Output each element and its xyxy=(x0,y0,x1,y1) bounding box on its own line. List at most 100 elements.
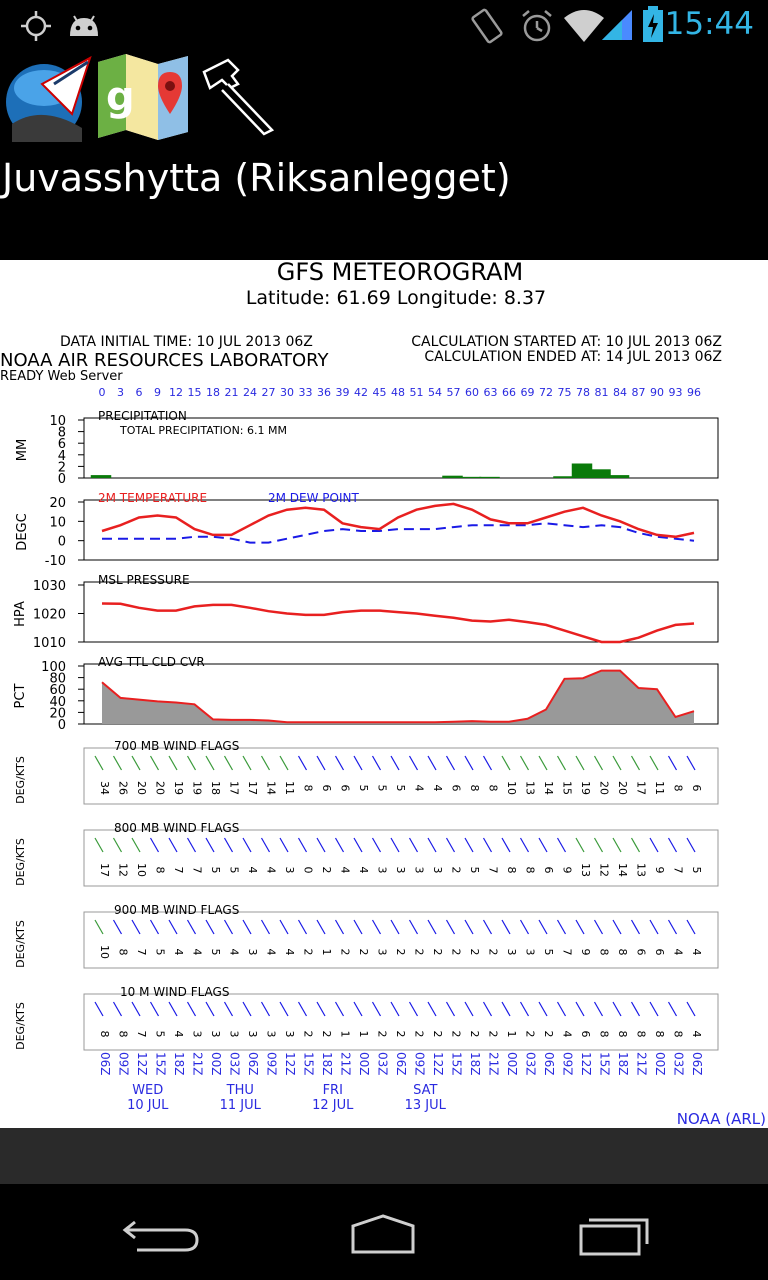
wind-panel-label: 800 MB WIND FLAGS xyxy=(114,821,239,835)
wind-barb xyxy=(612,837,622,853)
wind-speed-label: 6 xyxy=(542,867,555,874)
page-title: Juvasshytta (Riksanlegget) xyxy=(2,156,511,200)
wind-barb xyxy=(334,919,345,935)
time-tick-label: 06Z xyxy=(690,1052,704,1076)
wind-barb xyxy=(353,919,363,935)
precip-bar xyxy=(608,475,630,478)
wind-barb xyxy=(593,837,604,853)
wind-barb xyxy=(445,755,456,771)
time-tick-label: 06Z xyxy=(542,1052,556,1076)
wind-speed-label: 7 xyxy=(191,867,204,874)
paraglider-icon[interactable] xyxy=(2,54,92,146)
wind-barb xyxy=(149,837,160,853)
wind-speed-label: 5 xyxy=(468,867,481,874)
app-header: g Juvasshytta (Riksanlegget) xyxy=(0,50,768,260)
home-button[interactable] xyxy=(338,1204,428,1264)
lab-name: NOAA AIR RESOURCES LABORATORY xyxy=(0,350,330,371)
wind-barb xyxy=(593,755,604,771)
wind-panel-frame xyxy=(83,829,719,887)
wind-speed-label: 34 xyxy=(98,781,111,795)
wind-speed-label: 7 xyxy=(172,867,185,874)
time-tick-label: 12Z xyxy=(283,1052,297,1076)
hour-tick-label: 30 xyxy=(280,386,294,399)
time-tick-label: 15Z xyxy=(154,1052,168,1076)
day-date-label: 10 JUL xyxy=(127,1098,169,1113)
wind-speed-label: 8 xyxy=(505,867,518,874)
wind-barb xyxy=(667,837,678,853)
server-name: READY Web Server xyxy=(0,369,123,384)
calc-ended: CALCULATION ENDED AT: 14 JUL 2013 06Z xyxy=(424,349,722,365)
wind-speed-label: 5 xyxy=(357,785,370,792)
wind-speed-label: 20 xyxy=(135,781,148,795)
time-tick-label: 06Z xyxy=(98,1052,112,1076)
pressure-y-tick-label: 1020 xyxy=(33,608,66,623)
wind-speed-label: 8 xyxy=(616,1031,629,1038)
wind-barb xyxy=(371,919,382,935)
wind-barb xyxy=(538,919,548,935)
wind-speed-label: 5 xyxy=(394,785,407,792)
wind-barb xyxy=(593,919,604,935)
recent-apps-icon xyxy=(579,1218,649,1256)
wind-speed-label: 8 xyxy=(598,949,611,956)
wind-speed-label: 6 xyxy=(579,1031,592,1038)
hour-tick-label: 96 xyxy=(687,386,701,399)
recent-apps-button[interactable] xyxy=(566,1204,656,1264)
wind-barb xyxy=(427,755,437,771)
time-tick-label: 21Z xyxy=(487,1052,501,1076)
android-icon xyxy=(66,12,102,44)
wind-speed-label: 8 xyxy=(117,1031,130,1038)
wind-barb xyxy=(94,919,104,935)
day-name-label: SAT xyxy=(413,1083,437,1098)
time-tick-label: 18Z xyxy=(172,1052,186,1076)
wind-barb xyxy=(205,837,215,853)
wind-barb xyxy=(316,755,326,771)
hour-tick-label: 57 xyxy=(447,386,461,399)
wind-barb xyxy=(205,755,215,771)
wind-barb xyxy=(242,1001,252,1017)
time-tick-label: 00Z xyxy=(653,1052,667,1076)
wind-barb xyxy=(408,755,419,771)
wind-speed-label: 8 xyxy=(653,1031,666,1038)
day-date-label: 13 JUL xyxy=(405,1098,447,1113)
wind-barb xyxy=(94,755,104,771)
wind-barb xyxy=(464,1001,474,1017)
wind-barb xyxy=(112,837,123,853)
hour-tick-label: 90 xyxy=(650,386,664,399)
hour-tick-label: 72 xyxy=(539,386,553,399)
wind-barb xyxy=(297,919,308,935)
time-tick-label: 15Z xyxy=(450,1052,464,1076)
wind-barb xyxy=(612,1001,622,1017)
wind-speed-label: 2 xyxy=(524,1031,537,1038)
home-icon xyxy=(351,1214,415,1254)
wind-speed-label: 14 xyxy=(265,781,278,795)
google-maps-icon[interactable]: g xyxy=(96,52,192,146)
precip-bar xyxy=(479,476,500,478)
hour-tick-label: 78 xyxy=(576,386,590,399)
wind-speed-label: 9 xyxy=(561,867,574,874)
wind-speed-label: 2 xyxy=(302,1031,315,1038)
hour-tick-label: 6 xyxy=(136,386,143,399)
wind-barb xyxy=(612,755,622,771)
back-button[interactable] xyxy=(116,1204,206,1264)
wind-barb xyxy=(593,1001,604,1017)
meteogram-title: GFS METEOROGRAM xyxy=(277,260,523,286)
meteogram-coords: Latitude: 61.69 Longitude: 8.37 xyxy=(246,287,546,309)
time-tick-label: 12Z xyxy=(579,1052,593,1076)
wind-barb xyxy=(667,1001,678,1017)
wind-barb xyxy=(501,837,511,853)
wind-speed-label: 5 xyxy=(154,949,167,956)
temp-y-ticks: 20 10 0 -10 xyxy=(45,496,84,569)
wind-speed-label: 4 xyxy=(413,785,426,792)
wind-barb xyxy=(649,919,659,935)
wind-speed-label: 6 xyxy=(653,949,666,956)
precip-bar xyxy=(590,469,611,478)
wifi-icon xyxy=(562,8,606,46)
hammer-icon[interactable] xyxy=(198,58,280,140)
wind-speed-label: 8 xyxy=(635,1031,648,1038)
wind-speed-label: 2 xyxy=(339,949,352,956)
wind-barb xyxy=(334,837,345,853)
precip-bar xyxy=(442,475,463,478)
wind-speed-label: 8 xyxy=(524,867,537,874)
